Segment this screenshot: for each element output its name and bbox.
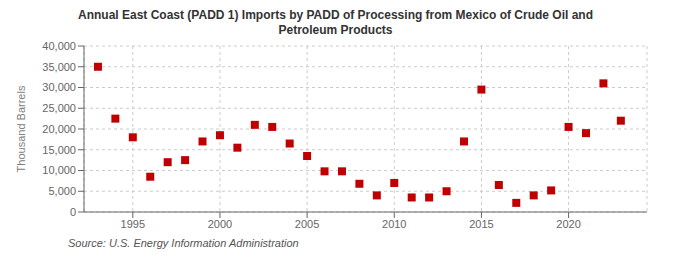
svg-text:40,000: 40,000 (42, 40, 76, 52)
html-text:Annual East Coast (PADD 1) Imp: Annual East Coast (PADD 1) Imports by PA… (78, 8, 593, 22)
svg-text:2005: 2005 (295, 218, 319, 230)
svg-text:5,000: 5,000 (48, 185, 76, 197)
svg-text:10,000: 10,000 (42, 164, 76, 176)
svg-text:25,000: 25,000 (42, 102, 76, 114)
svg-text:0: 0 (70, 206, 76, 218)
svg-text:2015: 2015 (469, 218, 493, 230)
svg-text:30,000: 30,000 (42, 81, 76, 93)
html-text:Source: U.S. Energy Informatio: Source: U.S. Energy Information Administ… (68, 237, 299, 249)
svg-text:Thousand Barrels: Thousand Barrels (15, 85, 27, 172)
svg-text:2020: 2020 (556, 218, 580, 230)
svg-text:20,000: 20,000 (42, 123, 76, 135)
svg-text:35,000: 35,000 (42, 61, 76, 73)
html-text:Petroleum Products: Petroleum Products (278, 23, 393, 37)
svg-text:2000: 2000 (208, 218, 232, 230)
svg-text:15,000: 15,000 (42, 144, 76, 156)
svg-text:2010: 2010 (382, 218, 406, 230)
svg-text:1995: 1995 (121, 218, 145, 230)
